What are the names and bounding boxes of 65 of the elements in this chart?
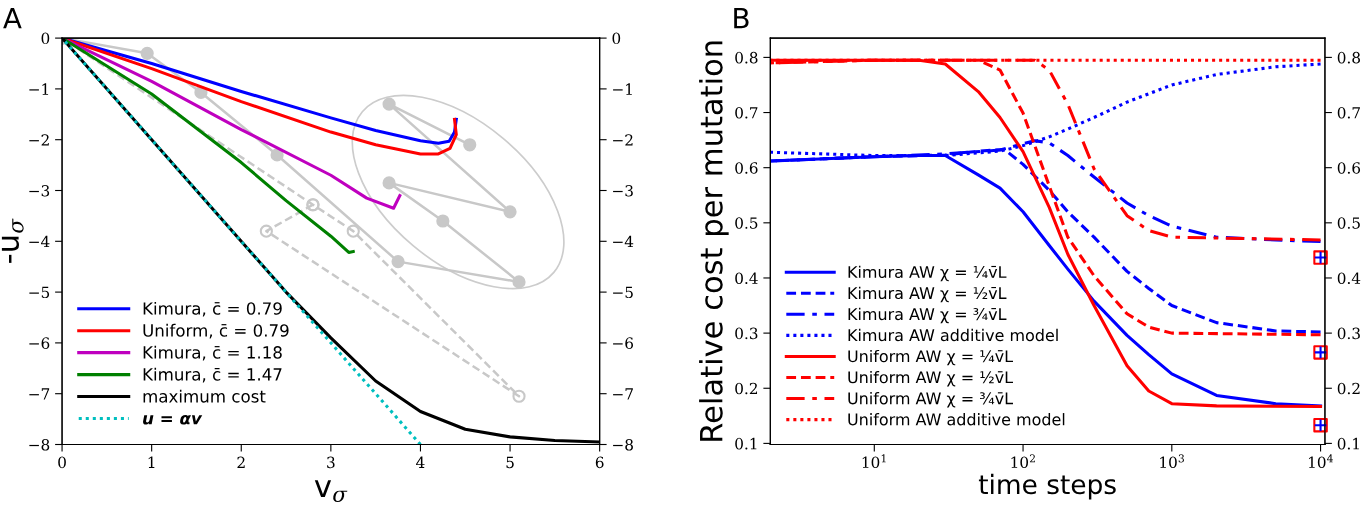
y2-tick-label: 0.4 (1337, 272, 1361, 284)
x-tick-label: 6 (595, 456, 604, 469)
y-tick-label: 0.5 (735, 217, 758, 229)
legend-label: Uniform AW additive model (848, 413, 1065, 426)
y-tick-label: 0.2 (735, 382, 758, 395)
y-tick-label: −5 (29, 286, 50, 299)
y2-tick-label: −7 (613, 388, 633, 400)
y2-tick-label: −1 (613, 83, 632, 95)
y2-tick-label: 0.8 (1337, 51, 1361, 64)
y-tick-label: 0.6 (735, 162, 758, 174)
y-tick-label: −2 (29, 134, 49, 146)
x-tick-label: 4 (416, 456, 425, 468)
y2-tick-label: 0.7 (1337, 107, 1360, 119)
y2-tick-label: 0.6 (1337, 162, 1361, 174)
x-tick-label: 5 (506, 456, 514, 469)
y-axis-title: -u$_{σ}$ (1, 218, 24, 263)
y2-tick-label: 0.1 (1337, 437, 1359, 450)
legend-label: Uniform, c̄ = 0.79 (143, 323, 289, 339)
y-tick-label: −4 (29, 235, 50, 248)
y-tick-label: 0.3 (735, 327, 758, 340)
x-tick-label: 2 (237, 456, 245, 468)
y-tick-label: 0.1 (735, 437, 757, 450)
legend-label: Uniform AW χ = ¼v̄L (848, 349, 1013, 366)
y-tick-label: −7 (29, 388, 50, 400)
x-tick-label: 10$^{3}$ (1160, 454, 1184, 469)
y-tick-label: 0 (41, 32, 50, 45)
x-axis-title: v$_{σ}$ (314, 480, 348, 503)
legend-label: Kimura, c̄ = 1.18 (143, 345, 282, 361)
y2-tick-label: 0 (612, 32, 621, 45)
y2-tick-label: −2 (613, 134, 633, 146)
x-tick-label: 10$^{2}$ (1011, 454, 1035, 469)
legend-label: maximum cost (143, 389, 266, 403)
y2-tick-label: −6 (613, 337, 634, 349)
legend-label: Kimura, c̄ = 1.47 (143, 367, 282, 383)
legend-label: Kimura AW additive model (848, 328, 1058, 342)
y-tick-label: −8 (29, 438, 50, 451)
legend-label: u = αv (143, 415, 203, 425)
chart-title: A (3, 8, 22, 29)
y-axis-title: Relative cost per mutation (699, 41, 729, 441)
y2-tick-label: 0.5 (1337, 217, 1360, 229)
y-tick-label: 0.4 (735, 272, 758, 284)
x-tick-label: 1 (148, 456, 155, 468)
y2-tick-label: −4 (613, 235, 634, 248)
y2-tick-label: 0.2 (1337, 382, 1360, 395)
y-tick-label: −1 (29, 83, 49, 95)
legend-label: Kimura, c̄ = 0.79 (143, 301, 282, 317)
x-tick-label: 3 (327, 456, 335, 469)
legend-label: Kimura AW χ = ¼v̄L (848, 265, 1007, 282)
x-tick-label: 10$^{4}$ (1308, 454, 1333, 469)
legend-label: Kimura AW χ = ½v̄L (848, 286, 1007, 303)
x-tick-label: 0 (58, 456, 66, 469)
y-tick-label: 0.7 (735, 107, 758, 119)
y-tick-label: −6 (29, 337, 50, 349)
legend-label: Uniform AW χ = ¾v̄L (848, 392, 1013, 408)
y-tick-label: −3 (29, 184, 50, 197)
y2-tick-label: 0.3 (1337, 327, 1360, 340)
y-tick-label: 0.8 (735, 51, 758, 64)
legend-label: Uniform AW χ = ½v̄L (848, 370, 1013, 387)
y2-tick-label: −3 (613, 184, 633, 197)
x-axis-title: time steps (978, 473, 1116, 500)
x-tick-label: 10$^{1}$ (862, 454, 886, 469)
y2-tick-label: −5 (613, 286, 633, 299)
chart-title: B (734, 8, 749, 29)
legend-label: Kimura AW χ = ¾v̄L (848, 307, 1007, 324)
y2-tick-label: −8 (613, 438, 633, 451)
